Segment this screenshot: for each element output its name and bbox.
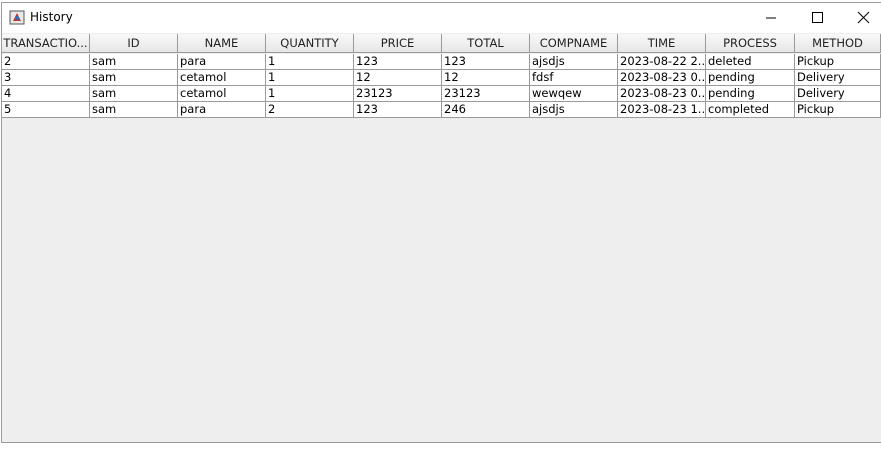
window-title: History xyxy=(30,10,73,24)
close-button[interactable] xyxy=(840,3,881,33)
column-header[interactable]: ID xyxy=(90,34,178,53)
table-row[interactable]: 2 sam para 1 123 123 ajsdjs 2023-08-22 2... dele… xyxy=(2,54,881,70)
table-cell: 246 xyxy=(442,102,530,118)
table-cell: 1 xyxy=(266,86,354,102)
title-bar: History xyxy=(2,3,881,33)
table-cell: 2 xyxy=(266,102,354,118)
column-header[interactable]: COMPNAME xyxy=(530,34,618,53)
table-header: TRANSACTIO... ID NAME QUANTITY PRICE TOTAL COM… xyxy=(2,34,881,53)
table-cell: 123 xyxy=(442,54,530,70)
table-cell: 3 xyxy=(2,70,90,86)
table-cell: fdsf xyxy=(530,70,618,86)
table-cell: ajsdjs xyxy=(530,54,618,70)
table-cell: pending xyxy=(706,86,795,102)
table-cell: Delivery xyxy=(795,70,881,86)
table-cell: wewqew xyxy=(530,86,618,102)
table-cell: para xyxy=(178,54,266,70)
table-cell: 2023-08-23 1... xyxy=(618,102,706,118)
app-icon xyxy=(9,10,25,25)
table-cell: sam xyxy=(90,54,178,70)
table-cell: 2023-08-22 2... xyxy=(618,54,706,70)
column-header[interactable]: PROCESS xyxy=(706,34,795,53)
column-header[interactable]: QUANTITY xyxy=(266,34,354,53)
table-cell: cetamol xyxy=(178,70,266,86)
column-header[interactable]: TRANSACTIO... xyxy=(2,34,90,53)
window: History TRANSACTIO... ID NAME QUANTITY PRICE… xyxy=(1,2,881,443)
table-cell: 23123 xyxy=(354,86,442,102)
column-header[interactable]: PRICE xyxy=(354,34,442,53)
table-cell: 123 xyxy=(354,54,442,70)
table-cell: ajsdjs xyxy=(530,102,618,118)
table-cell: sam xyxy=(90,102,178,118)
table-cell: 12 xyxy=(442,70,530,86)
column-header[interactable]: TOTAL xyxy=(442,34,530,53)
table-cell: 4 xyxy=(2,86,90,102)
table-cell: Pickup xyxy=(795,102,881,118)
table-cell: pending xyxy=(706,70,795,86)
column-header[interactable]: METHOD xyxy=(795,34,881,53)
table-cell: 1 xyxy=(266,54,354,70)
maximize-button[interactable] xyxy=(794,3,840,33)
table-row[interactable]: 3 sam cetamol 1 12 12 fdsf 2023-08-23 0... pendi… xyxy=(2,70,881,86)
table-cell: 1 xyxy=(266,70,354,86)
table-row[interactable]: 5 sam para 2 123 246 ajsdjs 2023-08-23 1... comp… xyxy=(2,102,881,118)
column-header[interactable]: TIME xyxy=(618,34,706,53)
table-cell: Delivery xyxy=(795,86,881,102)
minimize-button[interactable] xyxy=(748,3,794,33)
table-cell: para xyxy=(178,102,266,118)
table-row[interactable]: 4 sam cetamol 1 23123 23123 wewqew 2023-08-23 0… xyxy=(2,86,881,102)
table-cell: cetamol xyxy=(178,86,266,102)
table-cell: 123 xyxy=(354,102,442,118)
table-cell: sam xyxy=(90,70,178,86)
table-cell: sam xyxy=(90,86,178,102)
table-cell: deleted xyxy=(706,54,795,70)
column-header[interactable]: NAME xyxy=(178,34,266,53)
table-cell: 12 xyxy=(354,70,442,86)
table-cell: 5 xyxy=(2,102,90,118)
table-cell: 23123 xyxy=(442,86,530,102)
table-cell: 2 xyxy=(2,54,90,70)
table-cell: 2023-08-23 0... xyxy=(618,70,706,86)
table-cell: 2023-08-23 0... xyxy=(618,86,706,102)
table-cell: completed xyxy=(706,102,795,118)
table-cell: Pickup xyxy=(795,54,881,70)
